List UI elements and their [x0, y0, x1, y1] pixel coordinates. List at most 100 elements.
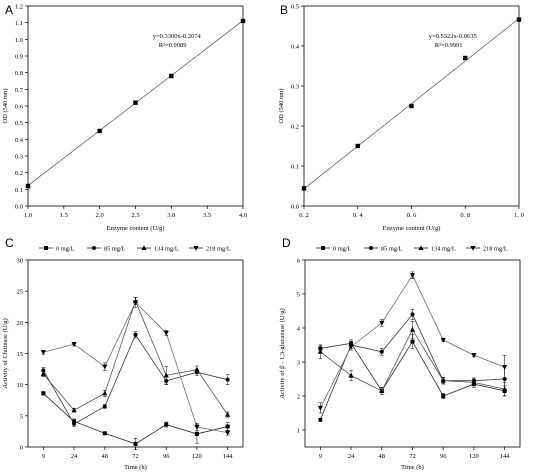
y-tick-label: 4	[297, 326, 301, 333]
fit-line	[303, 18, 520, 190]
series-line	[43, 301, 228, 434]
legend-label: 0 mg/L	[333, 245, 352, 252]
fit-equation: y=0.5322x-0.0635	[429, 33, 477, 40]
chart-panel-a: 0.0 0.1 0.2 0.3 0.4 0.5 0.6 0.7 0.8 0.9 1.0 1.1 1.2 O…	[0, 0, 275, 236]
data-point	[355, 143, 360, 149]
data-point	[471, 353, 477, 358]
legend-label: 0 mg/L	[56, 245, 75, 252]
x-tick-label: 48	[102, 453, 109, 460]
y-tick-label: 0.7	[15, 87, 24, 94]
legend-label: 85 mg/L	[104, 245, 126, 252]
data-point	[71, 407, 77, 413]
data-point	[463, 55, 468, 61]
data-point	[379, 349, 384, 354]
legend-marker	[44, 246, 48, 250]
data-point	[41, 391, 46, 396]
x-tick-label: 96	[440, 453, 447, 460]
x-tick-label: 96	[163, 453, 170, 460]
data-point	[317, 349, 323, 354]
legend-label: 134 mg/L	[431, 245, 456, 252]
data-point	[225, 424, 230, 429]
panel-letter-d: D	[282, 236, 291, 250]
y-axis-label: Activity of Chitinase (U/g)	[2, 318, 9, 388]
data-point	[71, 342, 77, 347]
panel-letter-b: B	[280, 3, 289, 17]
x-tick-label: 0. 4	[353, 212, 364, 219]
x-tick-label: 24	[71, 453, 78, 460]
y-tick-label: 0.4	[291, 44, 300, 51]
x-tick-label: 2.0	[96, 212, 104, 219]
x-tick-label: 2.5	[131, 212, 139, 219]
legend-marker	[369, 246, 373, 250]
y-tick-label: 0.2	[15, 170, 23, 177]
legend-marker	[193, 246, 199, 251]
data-point	[225, 430, 231, 436]
y-tick-label: 0.5	[15, 120, 23, 127]
data-point	[164, 422, 169, 427]
series-line	[43, 299, 228, 415]
data-point	[240, 18, 246, 24]
y-tick-label: 0.4	[15, 137, 24, 144]
x-tick-label: 120	[192, 453, 202, 460]
data-point	[301, 186, 307, 191]
data-point	[163, 330, 169, 336]
x-axis-label: Time (h)	[124, 464, 147, 471]
y-tick-label: 25	[17, 289, 24, 296]
x-tick-label: 120	[469, 453, 479, 460]
y-tick-label: 0.8	[15, 70, 23, 77]
x-axis-label: Time (h)	[401, 464, 424, 471]
data-point	[348, 372, 354, 378]
legend-label: 218 mg/L	[483, 245, 508, 252]
y-tick-label: 0.2	[291, 124, 299, 131]
data-point	[318, 417, 323, 422]
x-tick-label: 48	[379, 453, 386, 460]
data-point	[379, 388, 385, 393]
data-point	[471, 379, 477, 385]
legend-marker	[470, 246, 476, 251]
chart-panel-d: 1 2 3 4 5 6 Activity of β - 1,3-glucanase (U/g…	[275, 236, 550, 472]
legend-label: 134 mg/L	[154, 245, 179, 252]
data-point	[72, 421, 77, 426]
data-point	[133, 332, 138, 337]
y-tick-label: 6	[297, 258, 301, 265]
fit-r2: R²=0.9989	[159, 42, 187, 49]
legend-label: 218 mg/L	[206, 245, 231, 252]
y-tick-label: 0.6	[15, 104, 24, 111]
legend-marker	[418, 245, 424, 250]
legend-marker	[321, 246, 325, 250]
panel-letter-a: A	[5, 3, 14, 17]
y-tick-label: 5	[20, 413, 23, 420]
fit-equation: y=0.3300x-0.2074	[153, 33, 202, 40]
data-point	[225, 411, 231, 417]
data-point	[410, 339, 415, 344]
chart-b-svg: 0.0 0.1 0.2 0.3 0.4 0.5 OD (540 nm) 0. 2 0. 4 0. …	[278, 4, 524, 233]
y-tick-label: 20	[17, 320, 24, 327]
y-tick-label: 0.0	[15, 204, 23, 211]
y-tick-label: 1.2	[15, 4, 23, 11]
data-point	[194, 431, 199, 436]
data-point	[133, 100, 138, 105]
y-tick-label: 5	[297, 292, 300, 299]
chart-panel-b: 0.0 0.1 0.2 0.3 0.4 0.5 OD (540 nm) 0. 2 0. 4 0. …	[275, 0, 550, 236]
data-point	[169, 73, 174, 79]
y-tick-label: 0.3	[291, 84, 299, 91]
y-tick-label: 0.0	[291, 204, 299, 211]
data-point	[409, 103, 414, 109]
data-point	[317, 405, 323, 411]
data-point	[132, 300, 139, 306]
x-tick-label: 0. 6	[407, 212, 418, 219]
x-axis-label: Enzyme content (U/g)	[383, 225, 441, 232]
data-point	[194, 366, 200, 372]
x-tick-label: 24	[348, 453, 355, 460]
y-tick-label: 1.0	[15, 37, 23, 44]
y-tick-label: 0	[20, 445, 23, 452]
x-tick-label: 1.5	[60, 212, 68, 219]
data-point	[502, 365, 508, 370]
data-point	[379, 320, 385, 326]
chart-panel-c: 0 5 10 15 20 25 30 Activity of Chitinase (U/g) 9…	[0, 236, 275, 472]
y-tick-label: 15	[17, 351, 24, 358]
y-tick-label: 30	[17, 258, 24, 265]
data-point	[516, 17, 522, 22]
y-tick-label: 1.1	[15, 20, 23, 27]
y-tick-label: 0.1	[15, 187, 23, 194]
